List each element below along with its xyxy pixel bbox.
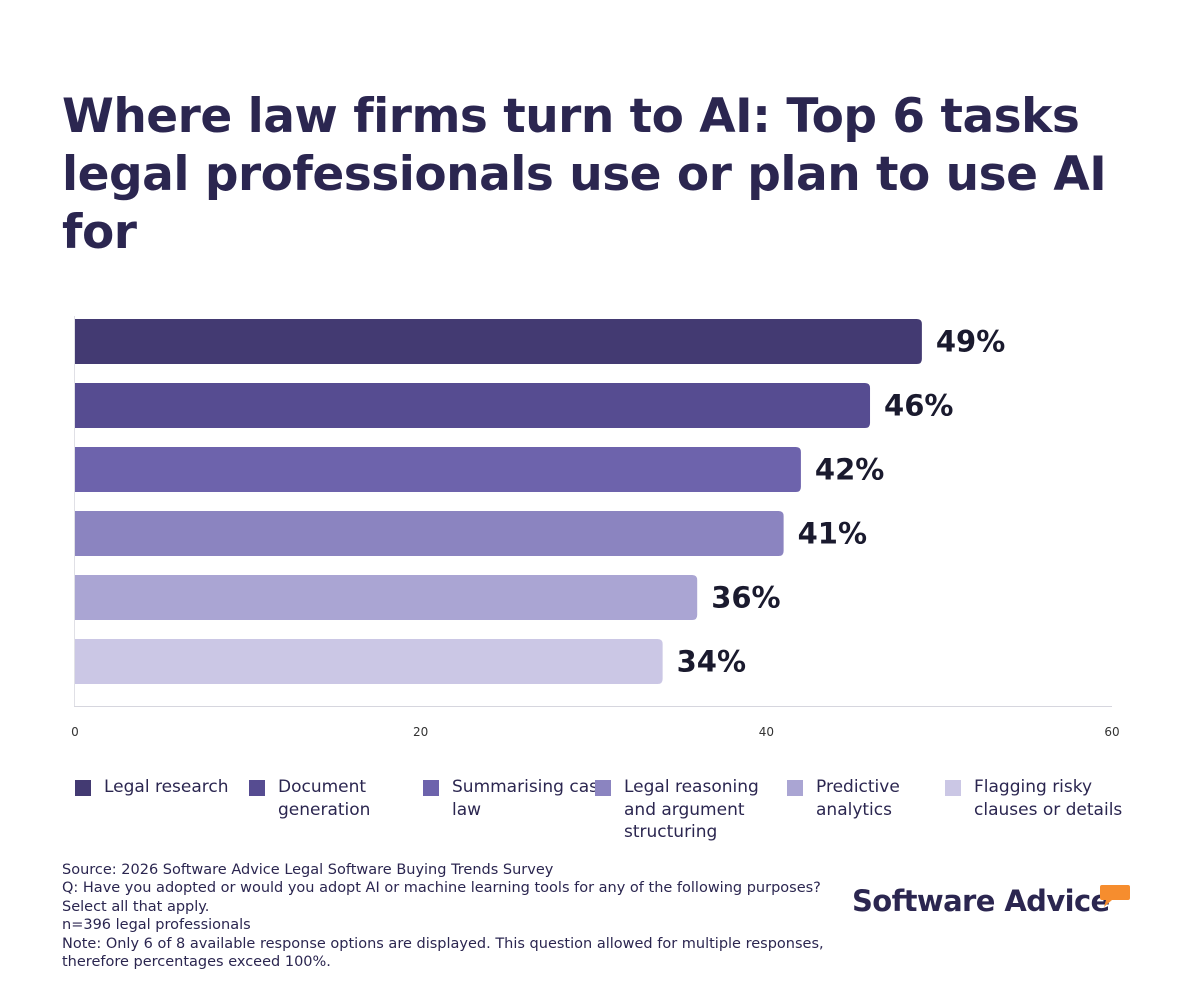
bar-chart: 49% 46%42% 41% 36% 34% 0 20 40 60 (71, 316, 1120, 739)
legend-label: Legal reasoning and argument structuring (624, 777, 759, 842)
data-label-1: 49% (936, 325, 1005, 359)
footer-notes: Source: 2026 Software Advice Legal Softw… (62, 861, 832, 971)
legend-label: Flagging risky clauses or details (974, 777, 1123, 820)
legend-swatch (595, 780, 611, 796)
bars-group (75, 319, 922, 684)
brand-logo: Software Advice (852, 884, 1142, 924)
bar-5 (75, 575, 698, 620)
data-label-3: 42% (815, 453, 884, 487)
x-tick-label: 60 (1104, 725, 1119, 739)
data-labels-group: 49% 46%42% 41% 36% 34% (677, 325, 1006, 679)
legend-label: Document generation (278, 777, 371, 820)
bar-3 (75, 447, 801, 492)
legend-label: Legal research (104, 777, 229, 797)
legend-swatch (249, 780, 265, 796)
bar-4 (75, 511, 784, 556)
legend-label: Predictive analytics (816, 777, 900, 820)
bar-6 (75, 639, 663, 684)
x-tick-label: 20 (413, 725, 428, 739)
data-label-5: 36% (711, 581, 780, 615)
disclaimer-note: Note: Only 6 of 8 available response opt… (62, 935, 824, 971)
x-ticks-group: 0 20 40 60 (71, 725, 1119, 739)
data-label-2: 46% (884, 389, 953, 423)
data-label-6: 34% (677, 645, 746, 679)
data-label-4: 41% (798, 517, 867, 551)
sample-note: n=396 legal professionals (62, 917, 251, 934)
bar-1 (75, 319, 922, 364)
brand-name: Software Advice (852, 884, 1110, 918)
source-note: Source: 2026 Software Advice Legal Softw… (62, 862, 554, 878)
legend-label: Summarising case law (452, 777, 609, 820)
bar-2 (75, 383, 871, 428)
legend-swatch (75, 780, 91, 796)
x-tick-label: 40 (759, 725, 774, 739)
legend-swatch (787, 780, 803, 796)
legend-swatch (945, 780, 961, 796)
question-note: Q: Have you adopted or would you adopt A… (62, 880, 821, 915)
legend: Legal research Document generation Summari… (75, 776, 1135, 846)
legend-swatch (423, 780, 439, 796)
chart-title: Where law firms turn to AI: Top 6 tasks … (62, 89, 1107, 260)
x-tick-label: 0 (71, 725, 79, 739)
speech-bubble-icon (1100, 885, 1130, 907)
